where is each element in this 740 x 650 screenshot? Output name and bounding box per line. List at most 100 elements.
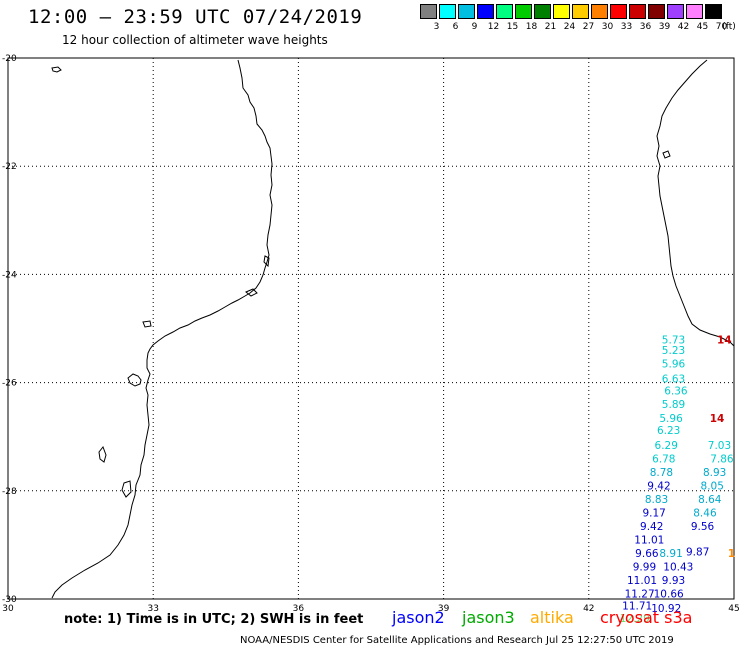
legend-label-24: 24 — [563, 22, 576, 32]
lon-tick-label: 36 — [293, 604, 305, 614]
wave-height-label: 12.29 — [620, 613, 650, 625]
wave-height-label: 9.93 — [662, 575, 685, 587]
wave-height-label: 10.92 — [651, 603, 681, 615]
legend-swatch-3 — [420, 4, 437, 19]
map-subtitle: 12 hour collection of altimeter wave hei… — [62, 33, 328, 47]
legend-label-39: 39 — [658, 22, 671, 32]
inland-lake-2 — [142, 320, 152, 328]
legend-swatch-45 — [686, 4, 703, 19]
wave-height-label: 8.93 — [703, 467, 726, 479]
legend-swatch-42 — [667, 4, 684, 19]
legend-unit: (ft) — [722, 22, 736, 32]
legend-label-3: 3 — [433, 22, 440, 32]
legend-label-15: 15 — [506, 22, 519, 32]
inland-lake-3 — [245, 288, 258, 297]
footer-note: note: 1) Time is in UTC; 2) SWH is in fe… — [64, 612, 364, 627]
wave-height-label: 10.43 — [663, 562, 693, 574]
legend-jason2: jason2 — [392, 608, 445, 627]
legend-swatch-30 — [591, 4, 608, 19]
wave-height-label: 8.46 — [693, 507, 717, 519]
legend-label-70: 70 — [715, 22, 728, 32]
wave-height-label: 8.83 — [645, 494, 668, 506]
lon-tick-label: 39 — [438, 604, 450, 614]
legend-swatch-70 — [705, 4, 722, 19]
wave-height-labels: 5.73 14 5.23 5.96 6.636.365.89 5.96 14 6.23 6.29… — [620, 334, 735, 625]
wave-height-label: 1 — [728, 548, 735, 560]
wave-height-label: 7.86 — [710, 453, 734, 465]
wave-height-label: 5.89 — [662, 399, 685, 411]
wave-height-label: 9.87 — [686, 546, 709, 558]
legend-label-21: 21 — [544, 22, 557, 32]
wave-height-label: 7.03 — [708, 440, 731, 452]
maputo-bay — [127, 373, 142, 387]
lake-st-lucia — [121, 480, 132, 498]
wave-height-label: 9.56 — [691, 521, 715, 533]
legend-swatch-21 — [534, 4, 551, 19]
legend-label-9: 9 — [471, 22, 478, 32]
legend-swatch-15 — [496, 4, 513, 19]
wave-height-label: 14 — [710, 413, 725, 425]
wave-height-label: 8.05 — [701, 480, 724, 492]
lat-tick-label: -26 — [2, 379, 17, 389]
inland-lake-1 — [51, 66, 62, 73]
lat-tick-label: -24 — [2, 270, 17, 280]
legend-swatch-9 — [458, 4, 475, 19]
legend-swatch-27 — [572, 4, 589, 19]
legend-swatch-36 — [629, 4, 646, 19]
lat-tick-label: -28 — [2, 487, 17, 497]
legend-label-36: 36 — [639, 22, 652, 32]
wave-height-label: 9.42 — [640, 521, 663, 533]
legend-swatch-39 — [648, 4, 665, 19]
legend-cryosat-s3a: cryosat s3a — [600, 608, 693, 627]
wave-height-label: 8.64 — [698, 494, 722, 506]
legend-label-42: 42 — [677, 22, 690, 32]
wave-height-label: 9.66 — [635, 548, 659, 560]
legend-label-27: 27 — [582, 22, 595, 32]
lon-tick-label: 30 — [2, 604, 14, 614]
legend-jason3: jason3 — [462, 608, 515, 627]
map-title: 12:00 – 23:59 UTC 07/24/2019 — [28, 6, 363, 28]
wave-height-label: 10.66 — [654, 589, 684, 601]
legend-label-12: 12 — [487, 22, 500, 32]
wave-height-label: 6.63 — [662, 373, 685, 385]
legend-swatch-12 — [477, 4, 494, 19]
legend-swatch-6 — [439, 4, 456, 19]
lat-tick-label: -22 — [2, 162, 17, 172]
wave-height-label: 11.01 — [634, 534, 664, 546]
legend-label-6: 6 — [452, 22, 459, 32]
lon-tick-label: 45 — [728, 604, 739, 614]
legend-swatch-18 — [515, 4, 532, 19]
lon-tick-label: 33 — [147, 604, 158, 614]
inland-lake-4 — [98, 446, 107, 463]
wave-height-label: 5.96 — [662, 359, 686, 371]
wave-height-label: 5.96 — [659, 413, 683, 425]
legend-label-45: 45 — [696, 22, 709, 32]
inland-lake-5 — [263, 255, 270, 268]
wave-height-label: 11.27 — [625, 589, 655, 601]
wave-height-label: 8.78 — [650, 467, 673, 479]
wave-height-label: 9.42 — [647, 480, 670, 492]
wave-height-label: 5.73 — [662, 334, 685, 346]
legend-label-30: 30 — [601, 22, 614, 32]
africa-coastline — [51, 59, 273, 599]
wave-height-label: 11.01 — [627, 575, 657, 587]
map-frame — [7, 57, 735, 600]
legend-altika: altika — [530, 608, 574, 627]
wave-height-label: 6.78 — [652, 453, 675, 465]
wave-height-label: 11.71 — [622, 600, 652, 612]
wave-height-label: 9.17 — [642, 507, 665, 519]
legend-swatch-33 — [610, 4, 627, 19]
wave-height-label: 5.23 — [662, 345, 685, 357]
madagascar-coastline — [656, 59, 735, 347]
axis-ticks: 30 33 36 39 42 45 -20 -22 -24 -26 -28 -30 — [2, 54, 740, 614]
wave-height-label: 14 — [717, 334, 732, 346]
credit-line: NOAA/NESDIS Center for Satellite Applica… — [240, 635, 674, 646]
lat-tick-label: -20 — [2, 54, 17, 64]
wave-height-label: 6.29 — [655, 440, 678, 452]
lat-tick-label: -30 — [2, 595, 17, 605]
legend-label-18: 18 — [525, 22, 538, 32]
wave-height-label: 6.23 — [657, 425, 680, 437]
wave-height-label: 6.36 — [664, 386, 688, 398]
madagascar-islet — [662, 150, 671, 159]
